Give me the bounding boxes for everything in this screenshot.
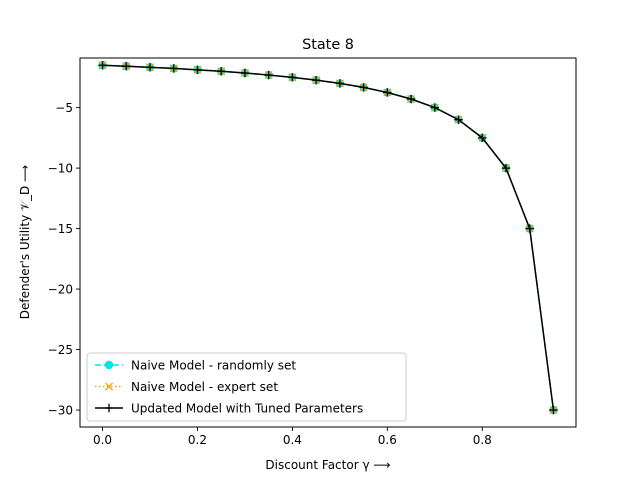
data-point: [478, 133, 487, 143]
y-tick-label: −5: [55, 101, 73, 115]
y-tick-label: −30: [48, 403, 73, 417]
x-axis: 0.0 0.2 0.4 0.6 0.8: [93, 427, 492, 447]
data-point: [311, 75, 321, 85]
legend-item: Updated Model with Tuned Parameters: [95, 401, 363, 415]
x-tick-label: 0.0: [93, 433, 112, 447]
x-tick-label: 0.6: [378, 433, 397, 447]
data-point: [430, 103, 439, 112]
data-point: [98, 61, 107, 70]
y-tick-label: −10: [48, 161, 73, 175]
data-point: [383, 88, 392, 97]
legend-label: Naive Model - randomly set: [131, 358, 296, 372]
y-axis: −5 −10 −15 −20 −25 −30: [48, 101, 80, 417]
x-axis-label: Discount Factor γ ⟶: [265, 458, 390, 472]
data-point: [454, 115, 463, 124]
legend-marker: [104, 360, 114, 370]
legend-item: Naive Model - expert set: [95, 380, 278, 394]
data-point: [264, 70, 273, 80]
x-tick-label: 0.2: [188, 433, 207, 447]
y-tick-label: −25: [48, 343, 73, 357]
x-tick-label: 0.8: [473, 433, 492, 447]
plot-frame: [79, 57, 577, 428]
data-point: [217, 67, 226, 76]
legend: Naive Model - randomly set Naive Model - …: [86, 352, 407, 422]
y-tick-label: −15: [48, 222, 73, 236]
data-point: [240, 68, 250, 78]
data-point: [145, 63, 155, 72]
data-point: [288, 73, 297, 82]
legend-item: Naive Model - randomly set: [95, 358, 296, 372]
legend-label: Updated Model with Tuned Parameters: [131, 401, 363, 415]
data-point: [122, 62, 131, 71]
data-point: [359, 83, 368, 92]
y-tick-label: −20: [48, 282, 73, 296]
legend-marker: [104, 382, 114, 391]
data-point: [169, 64, 178, 73]
y-axis-label: Defender's Utility 𝒱_D ⟶: [18, 165, 32, 320]
legend-label: Naive Model - expert set: [131, 380, 278, 394]
series-3: [98, 61, 558, 415]
legend-box: [86, 352, 407, 422]
legend-marker: [104, 403, 114, 413]
chart-title: State 8: [302, 37, 354, 53]
data-point: [335, 79, 345, 88]
data-point: [193, 65, 202, 75]
series-layer: [98, 61, 558, 415]
data-point: [549, 405, 558, 415]
data-point: [406, 94, 416, 104]
x-tick-label: 0.4: [283, 433, 302, 447]
data-point: [525, 224, 534, 233]
data-point: [501, 163, 511, 173]
